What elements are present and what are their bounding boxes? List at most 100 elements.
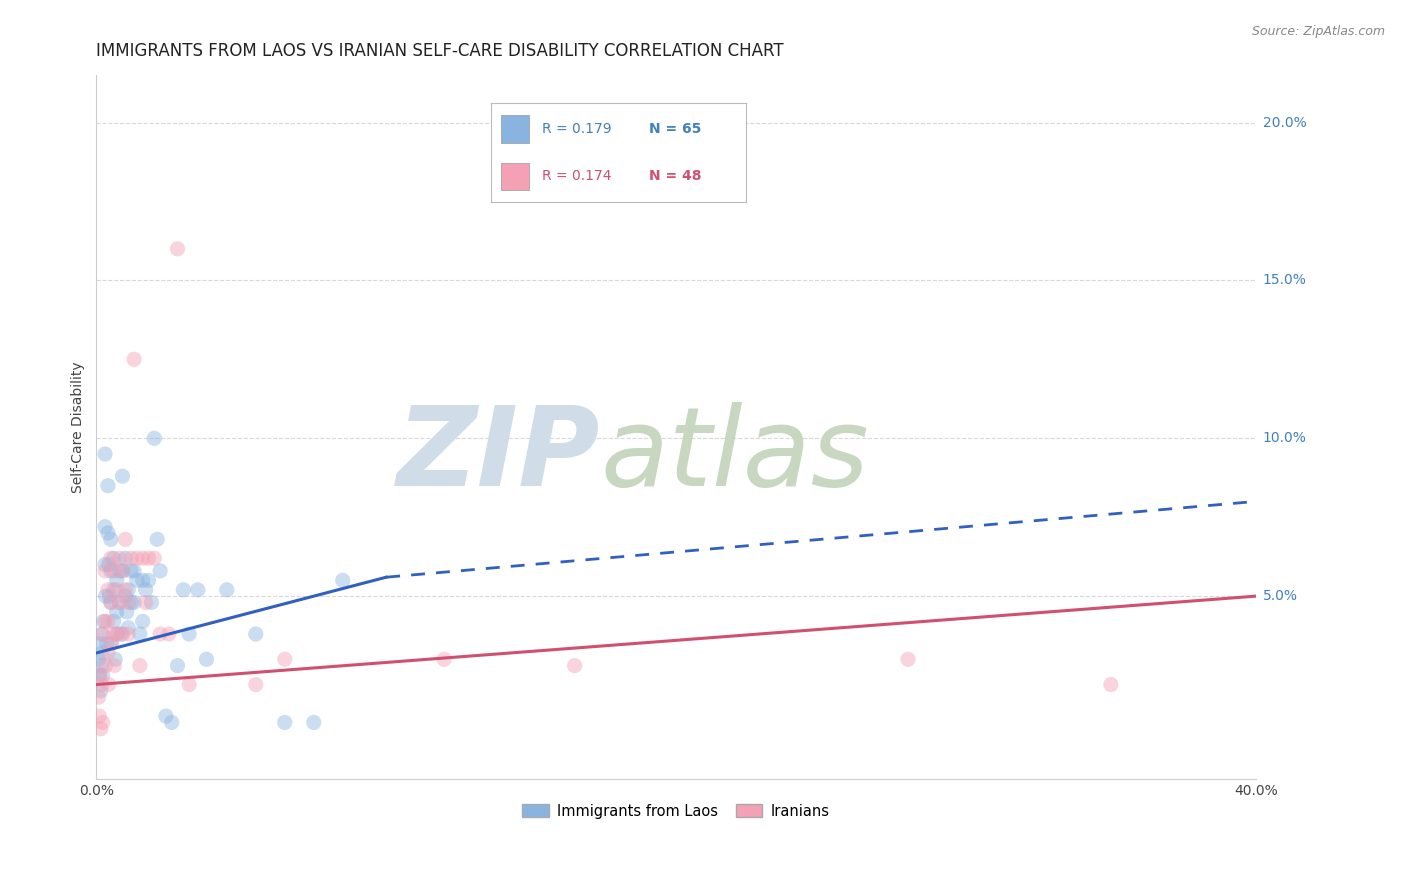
Point xyxy=(100,636,122,650)
Point xyxy=(96,636,118,650)
Text: IMMIGRANTS FROM LAOS VS IRANIAN SELF-CARE DISABILITY CORRELATION CHART: IMMIGRANTS FROM LAOS VS IRANIAN SELF-CAR… xyxy=(97,42,785,60)
Point xyxy=(274,715,297,730)
Point xyxy=(108,595,131,609)
Point xyxy=(94,658,117,673)
Point xyxy=(122,352,145,367)
Point xyxy=(94,615,117,629)
Text: Source: ZipAtlas.com: Source: ZipAtlas.com xyxy=(1251,25,1385,38)
Point xyxy=(91,677,114,691)
Point xyxy=(117,627,139,641)
Point xyxy=(105,574,128,588)
Point xyxy=(89,668,111,682)
Point xyxy=(97,615,120,629)
Point xyxy=(117,595,139,609)
Point xyxy=(195,652,218,666)
Point xyxy=(897,652,920,666)
Point xyxy=(120,564,142,578)
Point xyxy=(111,627,134,641)
Point xyxy=(332,574,354,588)
Point xyxy=(105,582,128,597)
Point xyxy=(94,519,117,533)
Point xyxy=(97,526,120,541)
Point xyxy=(132,574,155,588)
Point xyxy=(114,551,136,566)
Point xyxy=(122,595,145,609)
Point xyxy=(187,582,209,597)
Point xyxy=(128,658,150,673)
Point xyxy=(128,627,150,641)
Point xyxy=(105,627,128,641)
Point xyxy=(110,627,132,641)
Legend: Immigrants from Laos, Iranians: Immigrants from Laos, Iranians xyxy=(516,798,835,825)
Point xyxy=(103,615,125,629)
Point xyxy=(100,564,122,578)
Point xyxy=(111,469,134,483)
Point xyxy=(135,582,157,597)
Point xyxy=(245,677,267,691)
Point xyxy=(115,605,138,619)
Point xyxy=(179,677,201,691)
Point xyxy=(89,668,111,682)
Point xyxy=(97,677,120,691)
Point xyxy=(103,551,125,566)
Point xyxy=(94,564,117,578)
Point xyxy=(274,652,297,666)
Point xyxy=(94,447,117,461)
Point xyxy=(132,551,155,566)
Point xyxy=(93,615,115,629)
Point xyxy=(94,558,117,572)
Point xyxy=(245,627,267,641)
Point xyxy=(104,652,127,666)
Text: 15.0%: 15.0% xyxy=(1263,274,1306,287)
Point xyxy=(111,564,134,578)
Point xyxy=(179,627,201,641)
Point xyxy=(122,564,145,578)
Y-axis label: Self-Care Disability: Self-Care Disability xyxy=(72,361,86,493)
Point xyxy=(117,582,139,597)
Point xyxy=(157,627,180,641)
Point xyxy=(100,595,122,609)
Point xyxy=(215,582,238,597)
Text: 10.0%: 10.0% xyxy=(1263,431,1306,445)
Point xyxy=(132,615,155,629)
Point xyxy=(90,684,112,698)
Point xyxy=(90,658,112,673)
Point xyxy=(149,564,172,578)
Point xyxy=(94,589,117,603)
Point xyxy=(98,589,121,603)
Point xyxy=(125,574,148,588)
Point xyxy=(100,533,122,547)
Point xyxy=(143,431,166,445)
Point xyxy=(100,636,122,650)
Point xyxy=(90,722,112,736)
Point xyxy=(138,551,160,566)
Point xyxy=(433,652,456,666)
Point xyxy=(114,582,136,597)
Point xyxy=(103,582,125,597)
Point xyxy=(97,582,120,597)
Point xyxy=(146,533,169,547)
Point xyxy=(97,478,120,492)
Point xyxy=(97,646,120,660)
Point xyxy=(138,574,160,588)
Text: 5.0%: 5.0% xyxy=(1263,589,1298,603)
Point xyxy=(91,646,114,660)
Point xyxy=(91,715,114,730)
Point xyxy=(564,658,586,673)
Point xyxy=(100,595,122,609)
Point xyxy=(108,564,131,578)
Point xyxy=(172,582,194,597)
Point xyxy=(87,652,110,666)
Point xyxy=(108,595,131,609)
Point xyxy=(114,533,136,547)
Point xyxy=(97,558,120,572)
Point xyxy=(89,636,111,650)
Point xyxy=(155,709,177,723)
Point xyxy=(114,589,136,603)
Point xyxy=(160,715,183,730)
Point xyxy=(105,627,128,641)
Point xyxy=(166,242,188,256)
Point xyxy=(91,627,114,641)
Point xyxy=(87,690,110,705)
Point xyxy=(103,658,125,673)
